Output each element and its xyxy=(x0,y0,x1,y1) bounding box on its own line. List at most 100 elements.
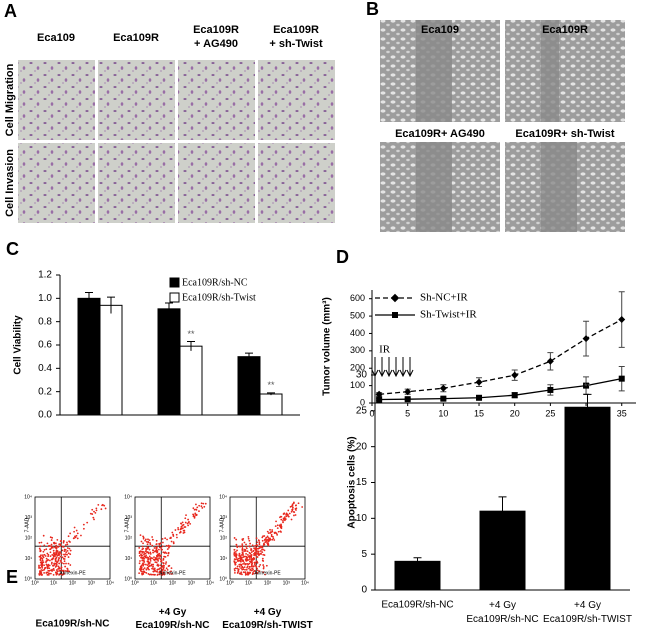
flow-tick: 10⁴ xyxy=(206,580,214,586)
cell-dot xyxy=(54,552,57,555)
line xyxy=(379,318,623,395)
cell-dot xyxy=(153,556,155,558)
cell-dot xyxy=(243,555,246,558)
cell-dot xyxy=(64,555,66,558)
y-tick-label: 25 xyxy=(356,405,368,416)
cell-dot xyxy=(276,527,279,530)
cell-dot xyxy=(80,534,82,537)
cell-dot xyxy=(149,543,152,546)
y-tick-label: 0.2 xyxy=(38,386,52,397)
cell-dot xyxy=(248,556,251,559)
cell-dot xyxy=(67,556,70,558)
cell-dot xyxy=(48,569,51,572)
cell-dot xyxy=(267,544,270,547)
axis xyxy=(374,375,630,591)
cell-dot xyxy=(200,505,203,508)
cell-dot xyxy=(249,554,251,557)
cell-dot xyxy=(39,566,42,569)
cell-dot xyxy=(152,566,154,568)
wound-gap xyxy=(541,142,577,232)
cell-dot xyxy=(55,550,58,552)
cell-dot xyxy=(43,568,46,571)
cell-dot xyxy=(149,553,152,555)
cell-dot xyxy=(164,569,166,572)
cell-dot xyxy=(141,551,144,554)
cell-dot xyxy=(69,532,72,535)
cell-dot xyxy=(233,560,236,563)
significance: ** xyxy=(584,382,592,392)
cell-dot xyxy=(161,541,164,544)
cell-dot xyxy=(233,568,236,570)
cell-dot xyxy=(285,512,288,515)
cell-dot xyxy=(165,544,168,547)
cell-dot xyxy=(101,504,103,507)
cell-dot xyxy=(49,572,52,575)
cell-dot xyxy=(262,571,265,574)
cell-dot xyxy=(65,551,68,554)
cell-dot xyxy=(145,548,148,551)
cell-dot xyxy=(75,529,78,532)
cell-dot xyxy=(39,561,42,564)
cell-dot xyxy=(155,554,158,557)
flow-tick: 10³ xyxy=(188,580,196,586)
cell-dot xyxy=(141,545,144,548)
cell-dot xyxy=(138,552,141,555)
cell-dot xyxy=(233,554,236,557)
cell-dot xyxy=(147,538,149,541)
cell-dot xyxy=(243,566,246,569)
cell-dot xyxy=(251,544,254,547)
cell-dot xyxy=(157,548,160,551)
panel-label: D xyxy=(336,247,349,267)
cell-dot xyxy=(202,502,205,505)
y-tick-label: 1.0 xyxy=(38,293,52,304)
cell-dot xyxy=(142,547,145,550)
cell-dot xyxy=(49,551,52,554)
cell-dot xyxy=(54,566,57,568)
cell-dot xyxy=(161,545,164,548)
cell-dot xyxy=(172,534,175,536)
cell-dot xyxy=(74,535,76,538)
cell-dot xyxy=(248,545,251,548)
cell-dot xyxy=(261,557,264,560)
cell-dot xyxy=(187,524,190,527)
cell-dot xyxy=(167,552,170,555)
cell-dot xyxy=(143,557,145,560)
cell-dot xyxy=(147,557,150,560)
cell-dot xyxy=(138,572,141,575)
cell-dot xyxy=(233,553,236,555)
cell-dot xyxy=(247,537,250,540)
cell-dot xyxy=(254,572,257,575)
cell-dot xyxy=(263,539,266,541)
cell-dot xyxy=(46,542,49,545)
cell-dot xyxy=(63,550,66,552)
cell-dot xyxy=(159,573,161,576)
y-tick-label: 10 xyxy=(356,513,368,524)
cell-dot xyxy=(251,562,254,565)
cell-dot xyxy=(166,548,169,550)
flow-axis-label: Annexin-PE xyxy=(254,570,281,576)
cell-dot xyxy=(172,542,175,545)
cell-dot xyxy=(157,554,160,556)
cell-dot xyxy=(40,569,43,571)
bar xyxy=(179,345,203,416)
cell-dot xyxy=(159,558,162,561)
cell-dot xyxy=(42,556,45,559)
cell-dot xyxy=(287,514,289,517)
cell-dot xyxy=(259,545,262,548)
cell-dot xyxy=(91,513,94,515)
cell-dot xyxy=(142,570,144,573)
cell-dot xyxy=(261,539,264,542)
flow-tick: 10⁰ xyxy=(31,580,39,586)
y-tick-label: 100 xyxy=(350,380,365,390)
cell-dot xyxy=(93,518,95,521)
cell-dot xyxy=(143,567,146,570)
annotation: IR xyxy=(379,344,391,356)
y-tick-label: 0.0 xyxy=(38,410,52,421)
cell-dot xyxy=(142,573,145,575)
cell-dot xyxy=(40,565,43,568)
cell-dot xyxy=(243,541,246,544)
cell-dot xyxy=(239,560,242,563)
cell-dot xyxy=(163,555,166,558)
cell-dot xyxy=(276,524,279,527)
cell-dot xyxy=(262,567,265,570)
